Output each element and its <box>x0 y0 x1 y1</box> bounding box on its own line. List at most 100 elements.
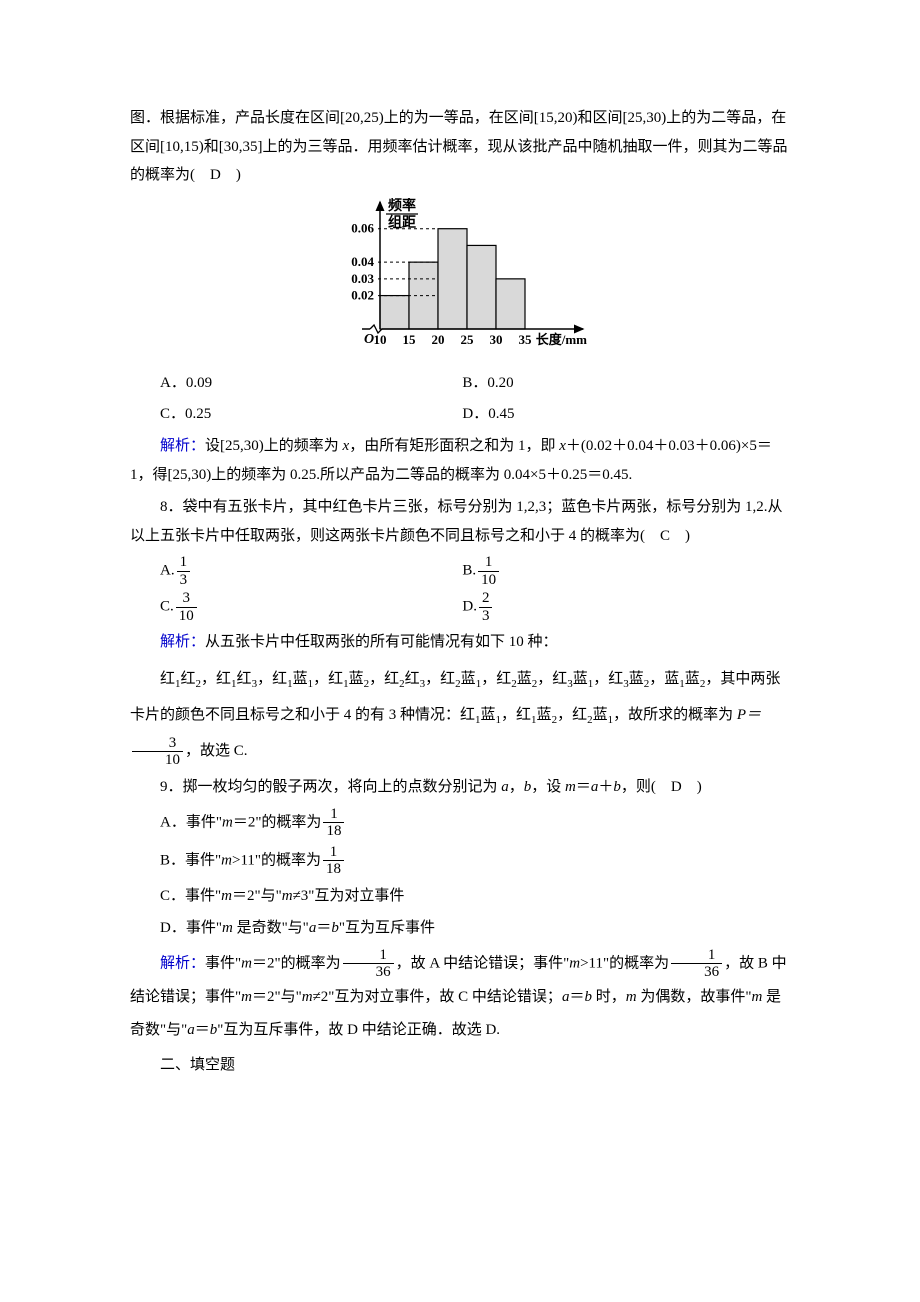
q8-sol-4pre: ，故所求的概率为 <box>613 707 737 723</box>
q8-sol-enum: 红1红2，红1红3，红1蓝1，红1蓝2，红2红3，红2蓝1，红2蓝2，红3蓝1，… <box>130 661 790 770</box>
q9-opt-b: B．事件"m>11"的概率为118 <box>160 844 790 878</box>
q9-c-1: C．事件" <box>160 888 221 904</box>
q8-c-den: 10 <box>176 608 197 625</box>
q8-c-frac: 310 <box>176 590 197 624</box>
q7-opt-a: A．0.09 <box>160 369 462 398</box>
q8-stem: 8．袋中有五张卡片，其中红色卡片三张，标号分别为 1,2,3；蓝色卡片两张，标号… <box>130 493 790 550</box>
q8-d-frac: 23 <box>479 590 493 624</box>
q8-a-den: 3 <box>177 572 191 589</box>
q9-f1n: 1 <box>343 947 394 965</box>
q9-f1d: 36 <box>343 964 394 981</box>
svg-text:35: 35 <box>519 332 533 347</box>
q8-c-pre: C. <box>160 598 174 614</box>
q8-b-pre: B. <box>462 562 476 578</box>
q8-sol-1: 从五张卡片中任取两张的所有可能情况有如下 10 种： <box>205 634 558 650</box>
q8-opt-d: D.23 <box>462 590 764 624</box>
q8-sol-label: 解析： <box>160 634 205 650</box>
svg-text:0.03: 0.03 <box>351 270 374 285</box>
q9-s-frac1: 136 <box>343 947 394 981</box>
q7-intro: 图．根据标准，产品长度在区间[20,25)上的为一等品，在区间[15,20)和区… <box>130 104 790 190</box>
q9-d-1: D．事件" <box>160 920 222 936</box>
q9-s-h: ＝ <box>569 989 584 1005</box>
q9-a-frac: 118 <box>323 806 344 840</box>
q9-s3: ，设 <box>531 779 565 795</box>
q8-opt-c: C.310 <box>160 590 462 624</box>
q8-sol-frac: 310 <box>132 735 183 769</box>
q8-a-pre: A. <box>160 562 175 578</box>
q9-s-j: 为偶数，故事件" <box>637 989 752 1005</box>
q8-sol-4post: ，故选 C. <box>185 743 248 759</box>
q9-b-num: 1 <box>323 844 344 862</box>
q8-d-num: 2 <box>479 590 493 608</box>
q8-sol-line1: 解析：从五张卡片中任取两张的所有可能情况有如下 10 种： <box>130 628 790 657</box>
q7-opt-c: C．0.25 <box>160 400 462 429</box>
svg-text:10: 10 <box>374 332 387 347</box>
q9-s-d: >11"的概率为 <box>580 955 669 971</box>
q7-sol-1: 设[25,30)上的频率为 <box>205 438 343 454</box>
q9-a-pre: A．事件" <box>160 814 222 830</box>
q9-opt-c: C．事件"m＝2"与"m≠3"互为对立事件 <box>160 882 790 911</box>
svg-text:长度/mm: 长度/mm <box>536 332 587 347</box>
q9-stem: 9．掷一枚均匀的骰子两次，将向上的点数分别记为 a，b，设 m＝a＋b，则( D… <box>130 773 790 802</box>
svg-text:频率: 频率 <box>388 198 416 214</box>
q7-sol-label: 解析： <box>160 438 205 454</box>
q9-d-3: ＝ <box>316 920 331 936</box>
q9-s-m: "互为互斥事件，故 D 中结论正确．故选 D. <box>217 1022 500 1038</box>
q7-solution: 解析：设[25,30)上的频率为 x，由所有矩形面积之和为 1，即 x＋(0.0… <box>130 432 790 489</box>
q9-a-mid: ＝2"的概率为 <box>233 814 322 830</box>
q9-s-g: ≠2"互为对立事件，故 C 中结论错误； <box>313 989 562 1005</box>
q8-sol-num: 3 <box>132 735 183 753</box>
q9-s2: ， <box>509 779 524 795</box>
q9-c-3: ≠3"互为对立事件 <box>293 888 405 904</box>
q8-d-den: 3 <box>479 608 493 625</box>
q9-s4: ，则( D ) <box>621 779 702 795</box>
q8-opt-a: A.13 <box>160 554 462 588</box>
q9-s-c: ，故 A 中结论错误；事件" <box>396 955 570 971</box>
q9-f2n: 1 <box>671 947 722 965</box>
q7-var-x2: x <box>559 438 566 454</box>
q9-s-frac2: 136 <box>671 947 722 981</box>
q8-opt-b: B.110 <box>462 554 764 588</box>
q9-d-2: 是奇数"与" <box>233 920 309 936</box>
svg-text:25: 25 <box>461 332 475 347</box>
q8-options-row2: C.310 D.23 <box>160 590 790 624</box>
q8-a-num: 1 <box>177 554 191 572</box>
q9-opt-d: D．事件"m 是奇数"与"a＝b"互为互斥事件 <box>160 914 790 943</box>
q7-options-row1: A．0.09 B．0.20 <box>160 369 790 398</box>
svg-text:30: 30 <box>490 332 503 347</box>
q8-c-num: 3 <box>176 590 197 608</box>
svg-text:组距: 组距 <box>388 214 416 231</box>
histogram-chart: 0.060.040.030.02O101520253035长度/mm频率组距 <box>130 198 790 364</box>
q9-a-num: 1 <box>323 806 344 824</box>
q9-f2d: 36 <box>671 964 722 981</box>
q9-solution: 解析：事件"m＝2"的概率为136，故 A 中结论错误；事件"m>11"的概率为… <box>130 947 790 1047</box>
q8-P: P＝ <box>737 707 761 723</box>
q9-opt-a: A．事件"m＝2"的概率为118 <box>160 806 790 840</box>
svg-text:0.04: 0.04 <box>351 254 374 269</box>
section-2-heading: 二、填空题 <box>130 1051 790 1080</box>
q9-b-mid: >11"的概率为 <box>232 852 321 868</box>
svg-text:20: 20 <box>432 332 445 347</box>
q7-options-row2: C．0.25 D．0.45 <box>160 400 790 429</box>
q9-b-frac: 118 <box>323 844 344 878</box>
q8-b-frac: 110 <box>478 554 499 588</box>
q9-s1: 9．掷一枚均匀的骰子两次，将向上的点数分别记为 <box>160 779 501 795</box>
q7-opt-d: D．0.45 <box>462 400 764 429</box>
q9-c-2: ＝2"与" <box>232 888 282 904</box>
q9-a-den: 18 <box>323 823 344 840</box>
q7-opt-b: B．0.20 <box>462 369 764 398</box>
q8-b-num: 1 <box>478 554 499 572</box>
q7-sol-2: ，由所有矩形面积之和为 1，即 <box>349 438 559 454</box>
q9-s-f: ＝2"与" <box>252 989 302 1005</box>
svg-text:15: 15 <box>403 332 417 347</box>
q9-b-den: 18 <box>323 861 344 878</box>
q9-sol-label: 解析： <box>160 955 205 971</box>
svg-text:0.02: 0.02 <box>351 287 374 302</box>
q8-sol-den: 10 <box>132 752 183 769</box>
q9-s-b: ＝2"的概率为 <box>252 955 341 971</box>
svg-text:0.06: 0.06 <box>351 220 374 235</box>
q9-s-a: 事件" <box>205 955 241 971</box>
q8-b-den: 10 <box>478 572 499 589</box>
q9-s-l: ＝ <box>195 1022 210 1038</box>
q8-d-pre: D. <box>462 598 477 614</box>
